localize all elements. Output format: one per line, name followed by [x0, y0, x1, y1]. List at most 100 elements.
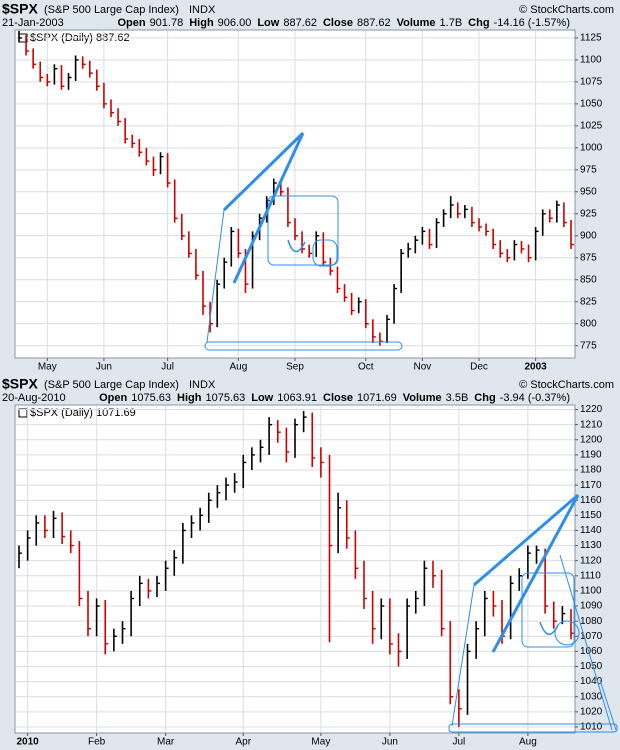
trend-line: [222, 131, 305, 212]
y-tick-label: 1120: [580, 555, 602, 566]
quote-label: Open: [117, 17, 145, 29]
date: 21-Jan-2003: [2, 17, 64, 29]
base: [204, 341, 403, 351]
y-tick-label: 1210: [580, 419, 603, 430]
y-tick-label: 1160: [580, 495, 602, 506]
quote-label: Close: [323, 392, 353, 404]
y-tick-label: 1070: [580, 631, 603, 642]
x-tick-label: Jun: [96, 362, 112, 373]
y-tick-label: 1080: [580, 616, 603, 627]
y-tick-label: 1020: [580, 706, 603, 717]
x-tick-label: May: [311, 737, 330, 748]
annotations: [204, 131, 618, 733]
quote-label: Close: [323, 17, 353, 29]
symbol: $SPX: [2, 376, 38, 392]
y-tick-label: 1125: [580, 33, 602, 44]
x-tick-label: Jul: [452, 737, 465, 748]
plot-area: [14, 404, 576, 734]
curve: [287, 239, 306, 253]
quote-value: 1075.63: [131, 392, 171, 404]
x-tick-label: Feb: [88, 737, 106, 748]
y-tick-label: 1075: [580, 77, 603, 88]
date: 20-Aug-2010: [2, 392, 66, 404]
y-tick-label: 975: [580, 164, 597, 175]
y-tick-label: 875: [580, 252, 597, 263]
quote-label: High: [189, 17, 214, 29]
y-tick-label: 775: [580, 340, 597, 351]
exchange: INDX: [189, 4, 216, 16]
exchange: INDX: [189, 379, 216, 391]
y-tick-label: 1100: [580, 55, 602, 66]
y-tick-label: 1050: [580, 661, 603, 672]
x-tick-label: 2003: [524, 362, 547, 373]
y-tick-label: 1100: [580, 586, 602, 597]
quote-label: Chg: [474, 392, 495, 404]
trend-line: [559, 554, 613, 731]
x-tick-label: Apr: [235, 737, 251, 748]
box: [312, 239, 338, 267]
y-tick-label: 1000: [580, 142, 603, 153]
symbol: $SPX: [2, 1, 38, 17]
x-tick-label: Dec: [470, 362, 488, 373]
trend-line: [451, 584, 475, 727]
base: [448, 723, 618, 733]
quote-label: Chg: [468, 17, 489, 29]
credit: © StockCharts.com: [519, 4, 614, 16]
x-tick-label: 2010: [17, 737, 40, 748]
y-tick-label: 800: [580, 318, 597, 329]
legend-icon: [18, 408, 28, 418]
quote-label: Volume: [403, 392, 442, 404]
quote: Open 901.78 High 906.00 Low 887.62 Close 887.62…: [117, 17, 570, 29]
index-name: (S&P 500 Large Cap Index): [44, 379, 179, 391]
y-tick-label: 1090: [580, 601, 603, 612]
quote: Open 1075.63 High 1075.63 Low 1063.91 Close 107…: [99, 392, 570, 404]
x-tick-label: Aug: [519, 737, 537, 748]
y-tick-label: 1200: [580, 434, 603, 445]
x-tick-label: Oct: [358, 362, 374, 373]
x-tick-label: Sep: [286, 362, 304, 373]
x-tick-label: Aug: [229, 362, 247, 373]
box: [267, 195, 339, 266]
quote-label: High: [177, 392, 202, 404]
x-tick-label: Mar: [157, 737, 175, 748]
legend: $SPX (Daily) 1071.69: [30, 407, 136, 419]
quote-value: 906.00: [218, 17, 252, 29]
x-tick-label: Jul: [161, 362, 174, 373]
y-tick-label: 1220: [580, 404, 603, 415]
y-tick-label: 950: [580, 186, 597, 197]
y-tick-label: 1060: [580, 646, 603, 657]
trend-line: [473, 493, 579, 587]
box: [521, 572, 575, 648]
quote-value: 901.78: [150, 17, 184, 29]
y-tick-label: 1030: [580, 691, 603, 702]
y-tick-label: 900: [580, 230, 597, 241]
y-tick-label: 1110: [580, 570, 601, 581]
y-tick-label: 1170: [580, 480, 602, 491]
y-tick-label: 1010: [580, 722, 603, 733]
quote-label: Volume: [397, 17, 436, 29]
y-tick-label: 1025: [580, 120, 603, 131]
quote-value: 1.7B: [440, 17, 463, 29]
quote-value: 1075.63: [205, 392, 245, 404]
trend-line: [599, 679, 617, 731]
quote-label: Open: [99, 392, 127, 404]
credit: © StockCharts.com: [519, 379, 614, 391]
x-tick-label: Jun: [382, 737, 398, 748]
y-tick-label: 850: [580, 274, 597, 285]
quote-value: 1071.69: [357, 392, 397, 404]
y-tick-label: 1150: [580, 510, 602, 521]
trend-line: [206, 209, 225, 343]
y-tick-label: 925: [580, 208, 597, 219]
y-tick-label: 1040: [580, 676, 603, 687]
quote-value: -14.16 (-1.57%): [494, 17, 570, 29]
quote-label: Low: [251, 392, 273, 404]
index-name: (S&P 500 Large Cap Index): [44, 4, 179, 16]
y-tick-label: 1180: [580, 465, 602, 476]
curve: [539, 621, 559, 635]
y-tick-label: 1140: [580, 525, 602, 536]
y-tick-label: 825: [580, 296, 597, 307]
quote-value: 887.62: [283, 17, 317, 29]
y-tick-label: 1130: [580, 540, 602, 551]
